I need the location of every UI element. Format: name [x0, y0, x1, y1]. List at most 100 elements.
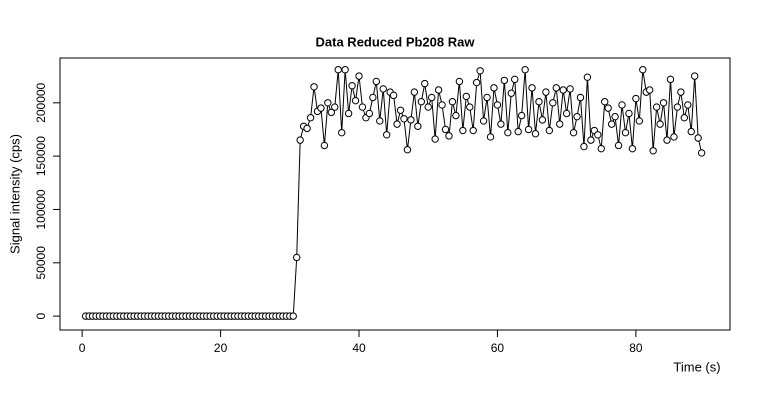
data-point	[324, 99, 332, 107]
data-point	[639, 66, 647, 74]
data-point	[379, 85, 387, 93]
data-point	[552, 84, 560, 92]
data-point	[635, 117, 644, 125]
data-point	[583, 73, 592, 81]
data-point	[421, 79, 429, 88]
data-point	[396, 106, 405, 114]
data-point	[414, 122, 422, 130]
data-point	[625, 109, 633, 118]
data-point	[524, 125, 533, 134]
data-point	[697, 149, 706, 157]
data-point	[338, 128, 346, 137]
data-point	[556, 120, 564, 128]
data-point	[472, 78, 481, 87]
data-point	[479, 117, 488, 125]
data-point	[521, 66, 529, 74]
data-point	[670, 133, 678, 141]
data-point	[331, 103, 339, 111]
data-point	[580, 142, 588, 151]
data-point	[344, 109, 353, 118]
data-point	[538, 116, 547, 124]
data-point	[469, 126, 477, 135]
data-point	[306, 114, 315, 122]
data-point	[514, 127, 522, 136]
data-point	[573, 112, 581, 121]
plot-box	[59, 57, 731, 331]
data-point	[341, 66, 349, 74]
x-tick-label: 80	[629, 341, 643, 355]
data-point	[569, 128, 578, 137]
data-point	[441, 125, 450, 134]
data-point	[462, 92, 470, 101]
data-point	[604, 104, 612, 112]
data-point	[459, 126, 467, 135]
data-point	[531, 130, 540, 138]
data-point	[382, 131, 391, 139]
data-point	[545, 126, 554, 135]
data-point	[504, 128, 512, 137]
data-point	[438, 101, 446, 109]
data-point	[466, 103, 474, 111]
data-point	[407, 116, 415, 124]
data-point	[389, 91, 398, 100]
data-point	[528, 84, 536, 92]
data-point	[417, 98, 426, 106]
data-point	[493, 101, 502, 109]
data-point	[684, 101, 692, 109]
data-point	[649, 147, 657, 155]
data-point	[673, 103, 682, 111]
data-point	[611, 112, 619, 121]
data-point	[535, 98, 543, 106]
data-point	[632, 94, 640, 103]
y-tick-label: 0	[34, 312, 48, 319]
data-point	[445, 132, 453, 140]
data-point	[348, 82, 356, 90]
data-point	[476, 67, 484, 75]
data-point	[597, 144, 605, 153]
data-point	[500, 76, 509, 85]
data-point	[587, 136, 595, 144]
x-tick-label: 0	[79, 341, 86, 355]
data-point	[403, 146, 412, 154]
data-point	[310, 83, 318, 91]
data-point	[365, 109, 374, 118]
data-point	[486, 133, 495, 141]
data-point	[601, 98, 609, 106]
data-point	[566, 85, 574, 93]
data-point	[303, 124, 311, 133]
data-point	[680, 114, 689, 122]
data-point	[594, 131, 602, 139]
data-point	[694, 134, 702, 142]
y-tick-label: 100000	[34, 189, 48, 229]
data-point	[576, 93, 585, 102]
data-point	[562, 109, 571, 118]
data-point	[455, 77, 464, 86]
data-point	[542, 88, 550, 96]
data-point	[507, 89, 515, 97]
data-point	[628, 144, 637, 153]
data-point	[559, 86, 567, 94]
data-point	[483, 93, 491, 102]
data-point	[618, 101, 626, 109]
chart-title: Data Reduced Pb208 Raw	[316, 34, 476, 49]
y-tick-label: 200000	[34, 82, 48, 122]
data-point	[317, 104, 325, 112]
data-point	[652, 103, 661, 111]
data-point	[296, 136, 304, 144]
data-point	[497, 120, 505, 128]
data-point	[614, 141, 623, 150]
data-point	[452, 111, 460, 120]
data-point	[351, 96, 360, 105]
y-axis-label: Signal intensity (cps)	[7, 134, 22, 254]
data-point	[511, 75, 519, 84]
data-point	[490, 84, 498, 92]
data-point	[334, 66, 342, 74]
data-point	[646, 86, 654, 94]
x-tick-label: 40	[352, 341, 366, 355]
data-point	[427, 93, 436, 102]
data-point	[369, 93, 377, 102]
data-point	[659, 99, 668, 107]
data-point	[663, 136, 671, 144]
